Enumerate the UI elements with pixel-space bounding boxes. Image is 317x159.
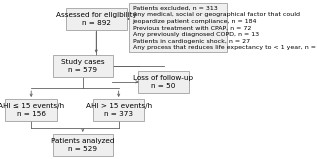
FancyBboxPatch shape [129,3,228,52]
FancyBboxPatch shape [5,99,57,121]
Text: AHI > 15 events/h
n = 373: AHI > 15 events/h n = 373 [86,103,152,118]
FancyBboxPatch shape [53,55,113,77]
Text: Patients analyzed
n = 529: Patients analyzed n = 529 [51,138,114,152]
FancyBboxPatch shape [53,134,113,156]
Text: Patients excluded, n = 313
Any medical, social or geographical factor that could: Patients excluded, n = 313 Any medical, … [133,6,317,50]
Text: Study cases
n = 579: Study cases n = 579 [61,59,105,73]
FancyBboxPatch shape [138,71,189,93]
FancyBboxPatch shape [66,8,126,30]
FancyBboxPatch shape [93,99,145,121]
Text: AHI ≤ 15 events/h
n = 156: AHI ≤ 15 events/h n = 156 [0,103,64,118]
Text: Loss of follow-up
n = 50: Loss of follow-up n = 50 [133,75,194,89]
Text: Assessed for eligibility
n = 892: Assessed for eligibility n = 892 [56,12,137,26]
